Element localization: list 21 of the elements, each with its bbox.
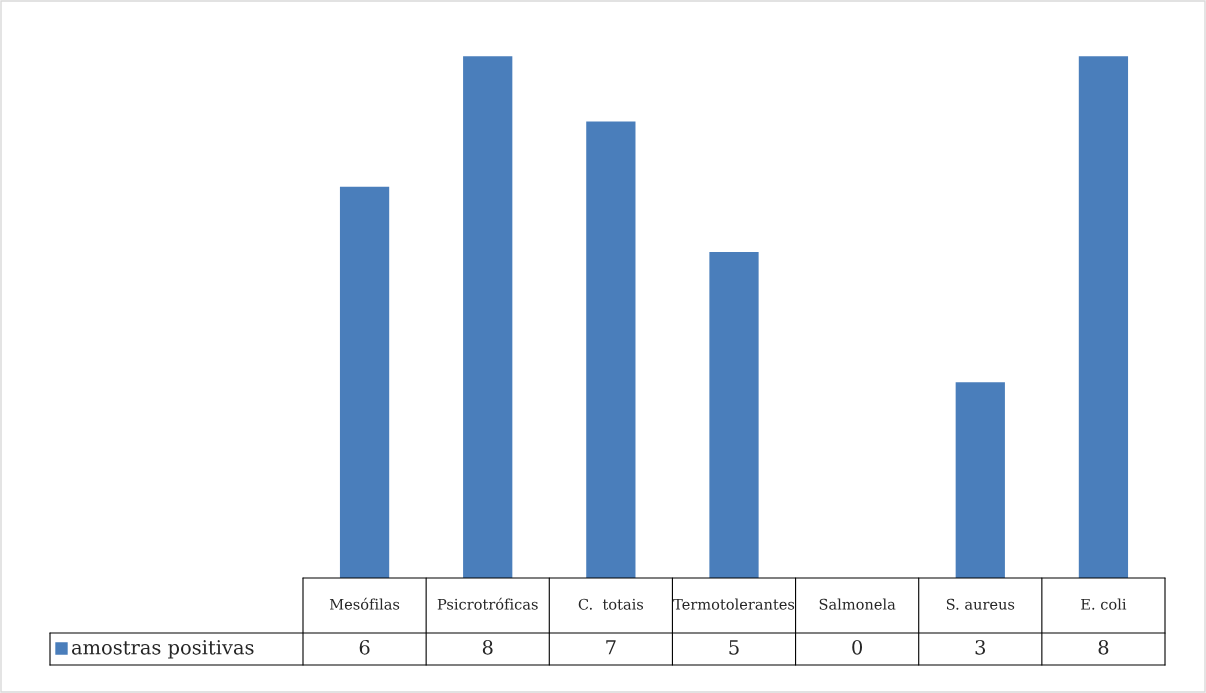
x-tick-label: Salmonela: [819, 598, 896, 610]
legend-label: amostras positivas: [71, 640, 254, 659]
bar: [955, 382, 1005, 578]
data-label: 8: [482, 639, 493, 655]
bar: [339, 186, 390, 578]
x-tick-label: Termotolerantes: [673, 598, 795, 610]
bar: [1078, 56, 1129, 578]
x-tick-label: E. coli: [1081, 598, 1127, 610]
x-tick-label: C. totais: [578, 598, 644, 610]
data-label: 0: [852, 639, 863, 655]
data-label: 3: [975, 639, 986, 655]
x-tick-label: Mesófilas: [329, 597, 400, 610]
bar: [586, 121, 636, 578]
data-label: 8: [1098, 639, 1109, 655]
bar: [463, 56, 513, 578]
x-tick-label: S. aureus: [946, 598, 1015, 610]
data-label: 7: [606, 640, 616, 655]
bar: [709, 251, 759, 578]
data-label: 6: [359, 639, 370, 655]
data-label: 5: [729, 640, 739, 655]
x-tick-label: Psicrotróficas: [437, 597, 538, 610]
